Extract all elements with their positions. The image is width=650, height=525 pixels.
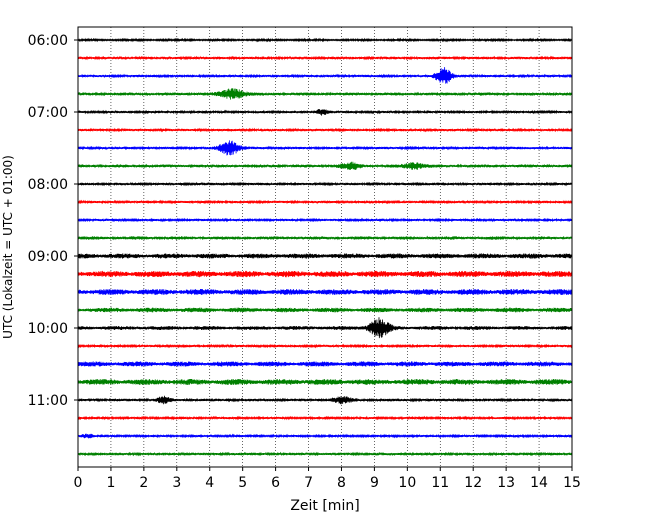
plot-area <box>78 27 572 467</box>
y-tick-label: 10:00 <box>28 321 68 337</box>
trace-0945 <box>77 307 573 313</box>
trace-0800 <box>77 181 573 187</box>
x-tick-label: 7 <box>304 475 313 491</box>
trace-0900 <box>77 253 573 259</box>
y-tick-label: 06:00 <box>28 33 68 49</box>
traces <box>77 37 573 457</box>
x-tick-label: 1 <box>106 475 115 491</box>
trace-0830 <box>77 217 573 223</box>
y-tick-label: 07:00 <box>28 105 68 121</box>
y-tick-label: 08:00 <box>28 177 68 193</box>
x-tick-label: 9 <box>370 475 379 491</box>
x-tick-label: 5 <box>238 475 247 491</box>
y-axis-label: UTC (Lokalzeit = UTC + 01:00) <box>1 155 15 339</box>
x-axis: 0 1 2 3 4 5 6 7 8 9 10 11 12 13 14 15 <box>74 467 581 491</box>
trace-1045 <box>77 378 573 386</box>
trace-0915 <box>77 270 573 278</box>
x-tick-label: 10 <box>398 475 416 491</box>
y-tick-label: 11:00 <box>28 393 68 409</box>
y-tick-label: 09:00 <box>28 249 68 265</box>
trace-1115 <box>77 415 573 421</box>
trace-0730 <box>77 140 573 156</box>
trace-0815 <box>77 199 573 205</box>
x-tick-label: 6 <box>271 475 280 491</box>
trace-0615 <box>77 55 573 61</box>
trace-1015 <box>77 343 573 349</box>
trace-0645 <box>77 88 573 100</box>
x-tick-label: 4 <box>205 475 214 491</box>
plot-frame <box>77 26 573 468</box>
x-tick-label: 3 <box>172 475 181 491</box>
trace-0600 <box>77 37 573 43</box>
trace-1030 <box>77 361 573 367</box>
trace-0715 <box>77 127 573 133</box>
trace-1145 <box>77 451 573 457</box>
trace-0630 <box>77 67 573 84</box>
trace-1130 <box>77 433 573 439</box>
trace-0745 <box>77 161 573 170</box>
x-tick-label: 2 <box>139 475 148 491</box>
x-tick-label: 13 <box>497 475 515 491</box>
x-tick-label: 12 <box>464 475 482 491</box>
trace-0930 <box>77 288 573 295</box>
trace-0700 <box>77 108 573 116</box>
x-tick-label: 11 <box>431 475 449 491</box>
trace-0845 <box>77 235 573 241</box>
x-tick-label: 14 <box>530 475 548 491</box>
x-tick-label: 15 <box>563 475 581 491</box>
trace-1000 <box>77 317 573 339</box>
x-gridlines <box>110 27 540 467</box>
x-tick-label: 8 <box>337 475 346 491</box>
y-axis: 06:00 07:00 08:00 09:00 10:00 11:00 <box>28 33 78 409</box>
x-axis-label: Zeit [min] <box>290 498 359 514</box>
x-tick-label: 0 <box>74 475 83 491</box>
trace-1100 <box>77 395 573 405</box>
